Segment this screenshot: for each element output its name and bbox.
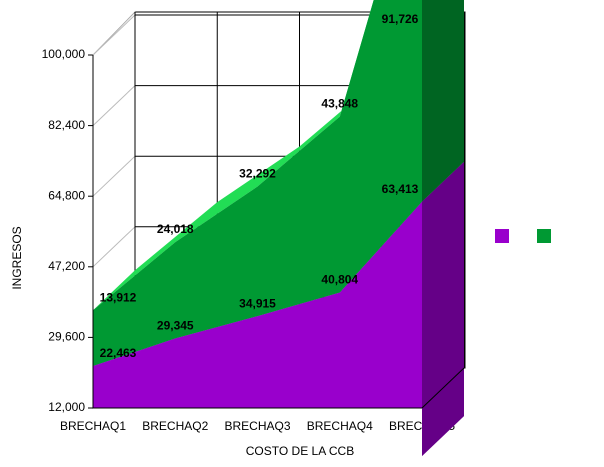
data-label: 13,912 xyxy=(100,290,137,304)
y-tick-label: 47,200 xyxy=(48,259,85,273)
area-side xyxy=(422,0,464,202)
data-label: 24,018 xyxy=(157,222,194,236)
data-label: 32,292 xyxy=(239,167,276,181)
floor-edge xyxy=(421,367,465,409)
data-label: 91,726 xyxy=(382,12,419,26)
data-label: 40,804 xyxy=(321,273,358,287)
area xyxy=(93,0,422,366)
x-tick-label: BRECHAQ2 xyxy=(142,419,208,433)
x-tick-label: BRECHAQ4 xyxy=(307,419,373,433)
data-label: 43,848 xyxy=(321,97,358,111)
data-label: 63,413 xyxy=(382,182,419,196)
grid-line xyxy=(92,14,136,56)
grid-line xyxy=(92,85,136,126)
x-tick-label: BRECHAQ1 xyxy=(60,419,126,433)
x-tick-label: BRECHAQ3 xyxy=(224,419,290,433)
data-label: 22,463 xyxy=(100,346,137,360)
grid-line xyxy=(92,226,136,268)
area xyxy=(93,201,422,408)
y-axis-title: INGRESOS xyxy=(10,226,24,289)
y-tick-label: 12,000 xyxy=(48,400,85,414)
x-axis-title: COSTO DE LA CCB xyxy=(246,444,354,458)
grid-line xyxy=(92,155,136,197)
legend-swatch xyxy=(537,229,551,243)
legend-swatch xyxy=(495,229,509,243)
y-tick-label: 64,800 xyxy=(48,188,85,202)
area-side xyxy=(422,161,464,457)
y-tick-label: 29,600 xyxy=(48,330,85,344)
data-label: 29,345 xyxy=(157,319,194,333)
y-tick-label: 100,000 xyxy=(42,47,86,61)
data-label: 34,915 xyxy=(239,296,276,310)
y-tick-label: 82,400 xyxy=(48,118,85,132)
